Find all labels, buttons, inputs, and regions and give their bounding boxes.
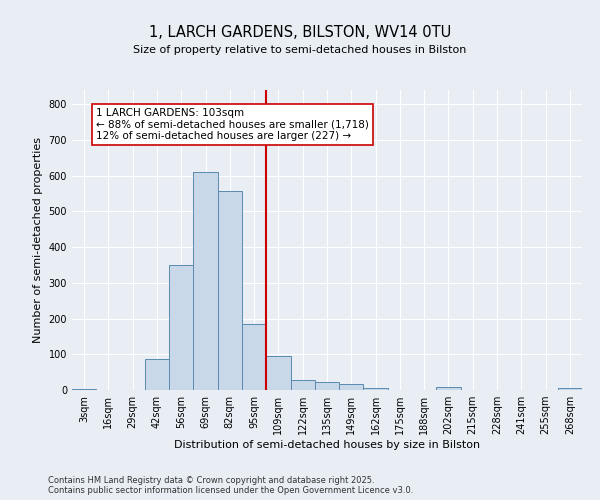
Bar (290, 380, 315, 390)
Bar (266, 356, 290, 390)
Bar (364, 388, 388, 390)
Bar (193, 172, 218, 390)
Bar (436, 387, 461, 390)
Text: Size of property relative to semi-detached houses in Bilston: Size of property relative to semi-detach… (133, 45, 467, 55)
Y-axis label: Number of semi-detached properties: Number of semi-detached properties (33, 137, 43, 343)
Text: 1, LARCH GARDENS, BILSTON, WV14 0TU: 1, LARCH GARDENS, BILSTON, WV14 0TU (149, 25, 451, 40)
Bar (558, 388, 582, 390)
Bar (339, 384, 364, 390)
X-axis label: Distribution of semi-detached houses by size in Bilston: Distribution of semi-detached houses by … (174, 440, 480, 450)
Bar (218, 191, 242, 390)
Text: 1 LARCH GARDENS: 103sqm
← 88% of semi-detached houses are smaller (1,718)
12% of: 1 LARCH GARDENS: 103sqm ← 88% of semi-de… (96, 108, 369, 141)
Text: Contains HM Land Registry data © Crown copyright and database right 2025.
Contai: Contains HM Land Registry data © Crown c… (48, 476, 413, 495)
Bar (145, 358, 169, 390)
Bar (169, 265, 193, 390)
Bar (242, 324, 266, 390)
Bar (315, 382, 339, 390)
